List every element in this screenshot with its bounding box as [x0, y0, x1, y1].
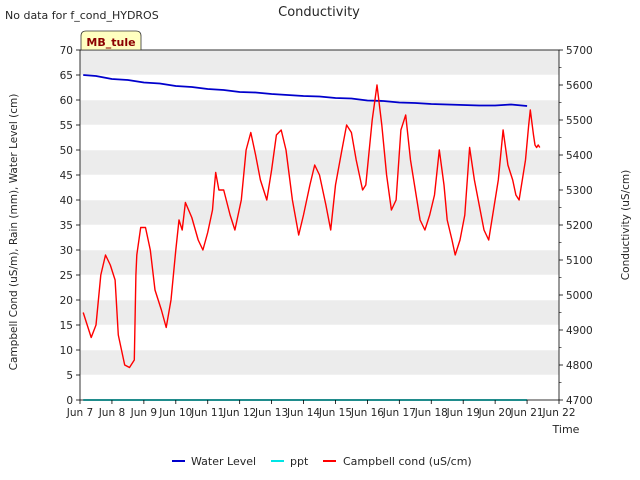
chart-title: Conductivity	[278, 5, 360, 20]
y-tick-label-left: 65	[60, 70, 73, 82]
x-tick-label: Jun 16	[350, 407, 384, 419]
y-tick-label-left: 0	[66, 395, 73, 407]
x-tick-label: Jun 17	[382, 407, 416, 419]
legend-label-ppt: ppt	[290, 455, 309, 468]
grid-band	[80, 200, 559, 225]
legend: Water Level ppt Campbell cond (uS/cm)	[172, 455, 472, 468]
x-tick-label: Jun 22	[541, 407, 575, 419]
y-tick-label-right: 5400	[566, 150, 593, 162]
y-tick-label-right: 5300	[566, 185, 593, 197]
y-axis-label-left: Campbell Cond (uS/m), Rain (mm), Water L…	[8, 94, 20, 371]
x-tick-label: Jun 10	[158, 407, 192, 419]
y-tick-label-right: 5100	[566, 255, 593, 267]
y-tick-label-right: 4700	[566, 395, 593, 407]
grid-band	[80, 50, 559, 75]
badge-label: MB_tule	[86, 36, 135, 49]
y-tick-label-right: 5700	[566, 45, 593, 57]
x-tick-label: Jun 21	[510, 407, 544, 419]
grid-band	[80, 150, 559, 175]
grid-band	[80, 300, 559, 325]
y-tick-label-left: 60	[60, 95, 73, 107]
x-tick-label: Jun 20	[478, 407, 512, 419]
y-tick-label-right: 4800	[566, 360, 593, 372]
y-tick-label-left: 50	[60, 145, 73, 157]
y-tick-label-right: 5600	[566, 80, 593, 92]
x-tick-label: Jun 9	[130, 407, 157, 419]
y-tick-label-left: 55	[60, 120, 73, 132]
y-tick-label-right: 5200	[566, 220, 593, 232]
y-tick-label-right: 5000	[566, 290, 593, 302]
y-tick-label-left: 35	[60, 220, 73, 232]
x-axis-label: Time	[552, 423, 580, 436]
grid-band	[80, 350, 559, 375]
x-tick-label: Jun 14	[286, 407, 320, 419]
y-tick-label-left: 25	[60, 270, 73, 282]
y-tick-label-left: 20	[60, 295, 73, 307]
y-tick-label-right: 4900	[566, 325, 593, 337]
y-tick-label-left: 45	[60, 170, 73, 182]
y-tick-label-left: 5	[66, 370, 73, 382]
x-tick-label: Jun 11	[190, 407, 224, 419]
grid-band	[80, 250, 559, 275]
no-data-note: No data for f_cond_HYDROS	[5, 9, 159, 22]
y-axis-label-right: Conductivity (uS/cm)	[620, 170, 632, 280]
x-tick-label: Jun 13	[254, 407, 288, 419]
badge: MB_tule	[80, 30, 142, 51]
y-tick-label-left: 15	[60, 320, 73, 332]
grid-bands	[80, 50, 559, 401]
y-tick-label-left: 40	[60, 195, 73, 207]
series-line-campbell-cond-tail	[524, 109, 541, 161]
y-tick-label-left: 70	[60, 45, 73, 57]
axes-layer: 0 5 10 15 20 25 30 35 40 45 50 55 60 65 70 4700 4800 4900…	[60, 45, 593, 419]
y-tick-label-left: 30	[60, 245, 73, 257]
series-line-water-level	[83, 74, 528, 107]
legend-label-campbell-cond: Campbell cond (uS/cm)	[343, 455, 472, 468]
series-line-campbell-cond-us-cm	[82, 84, 527, 369]
x-tick-label: Jun 12	[222, 407, 256, 419]
x-tick-label: Jun 7	[66, 407, 93, 419]
x-tick-label: Jun 18	[414, 407, 448, 419]
y-tick-label-right: 5500	[566, 115, 593, 127]
legend-label-water-level: Water Level	[191, 455, 256, 468]
y-tick-label-left: 10	[60, 345, 73, 357]
x-tick-label: Jun 19	[446, 407, 480, 419]
x-tick-label: Jun 15	[318, 407, 352, 419]
x-tick-label: Jun 8	[98, 407, 125, 419]
grid-band	[80, 100, 559, 125]
